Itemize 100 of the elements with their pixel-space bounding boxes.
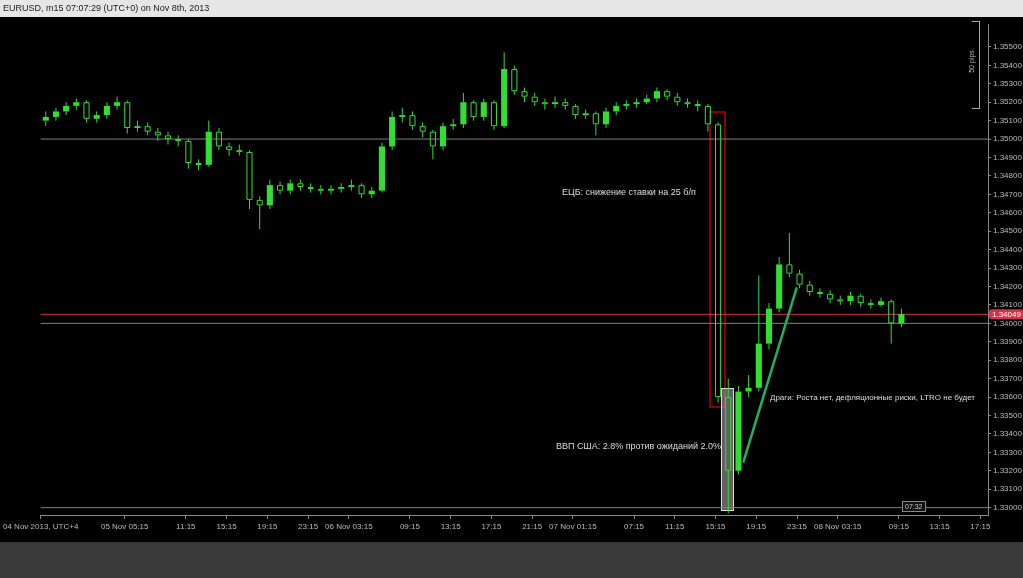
y-tick-label: 1.34700 [993, 189, 1023, 199]
candlestick [664, 88, 671, 101]
x-tick-label: 21:15 [522, 522, 543, 531]
candlestick [490, 99, 498, 131]
candlestick [277, 180, 284, 195]
candlestick [745, 374, 752, 398]
candlestick [806, 280, 813, 297]
candlestick [592, 110, 599, 136]
candlestick [470, 99, 477, 122]
candlestick [73, 98, 80, 111]
candlestick [236, 144, 243, 157]
candlestick [389, 110, 396, 151]
candlestick [725, 378, 732, 514]
candlestick [154, 127, 161, 142]
candlestick [480, 98, 487, 122]
y-tick-label: 1.33000 [993, 502, 1023, 512]
candlestick [460, 92, 467, 129]
candlestick [246, 149, 253, 210]
candlestick [531, 92, 538, 107]
candlestick [755, 274, 762, 393]
y-tick-label: 1.35100 [993, 115, 1023, 125]
candlestick [185, 138, 192, 170]
candlestick [195, 158, 202, 171]
candlestick [358, 182, 365, 199]
y-tick-label: 1.34000 [993, 318, 1023, 328]
x-tick-label: 15:15 [705, 522, 727, 531]
y-tick-label: 1.35400 [993, 60, 1023, 70]
y-tick-label: 1.34100 [993, 300, 1023, 310]
candlestick [114, 96, 121, 111]
x-tick-label: 13:15 [929, 522, 951, 531]
candlestick [266, 179, 273, 210]
y-tick-label: 1.34200 [993, 281, 1023, 291]
candlestick [103, 101, 110, 120]
ref-line-label: 1.34049 [992, 309, 1022, 319]
y-tick-label: 1.34300 [993, 263, 1023, 273]
x-tick-label: 09:15 [399, 522, 421, 531]
candlestick [776, 256, 783, 313]
y-tick-label: 1.33400 [993, 429, 1023, 439]
y-tick-label: 1.33700 [993, 373, 1023, 383]
x-tick-label: 11:15 [176, 522, 197, 531]
candlestick [786, 232, 793, 278]
y-tick-label: 1.34800 [993, 171, 1023, 181]
candlestick [93, 110, 100, 123]
candlestick [348, 179, 355, 192]
candlestick [541, 98, 548, 111]
candlestick [888, 298, 895, 345]
candlestick [338, 182, 345, 193]
candlestick [898, 308, 905, 328]
x-tick-label: 09:15 [888, 522, 910, 531]
candlestick [623, 99, 630, 111]
candlestick [297, 179, 304, 192]
candlestick [439, 121, 447, 151]
y-tick-label: 1.33900 [993, 336, 1023, 346]
y-tick-label: 1.34400 [993, 244, 1023, 254]
x-tick-label: 13:15 [440, 522, 462, 531]
candlestick [684, 98, 691, 109]
x-tick-label: 23:15 [298, 522, 319, 531]
y-tick-label: 1.33500 [993, 410, 1023, 420]
y-tick-label: 1.35300 [993, 78, 1023, 88]
candlestick [674, 92, 681, 107]
y-tick-label: 1.35200 [993, 97, 1023, 107]
y-tick-label: 1.33800 [993, 355, 1023, 365]
y-tick-label: 1.35500 [993, 42, 1023, 52]
annotation: ВВП США: 2.8% против ожиданий 2.0% [556, 441, 722, 452]
x-tick-label: 08 Nov 03:15 [813, 522, 863, 531]
candlestick [552, 96, 559, 109]
chart-title: EURUSD, m15 07:07:29 (UTC+0) on Nov 8th, 2013 [0, 0, 1023, 17]
candlestick [521, 86, 528, 103]
x-tick-label: 17:15 [481, 522, 502, 531]
x-tick-label: 19:15 [746, 522, 767, 531]
candlestick [582, 109, 589, 120]
candlestick [765, 302, 773, 350]
candlestick [256, 195, 263, 230]
candlestick [307, 182, 314, 193]
candlestick [327, 184, 335, 195]
annotation: Драги: Роста нет, дефляционные риски, LTRO не будет [770, 392, 975, 403]
candlestick [704, 103, 711, 133]
candlestick [602, 107, 610, 129]
candlestick [877, 297, 885, 308]
y-tick-label: 1.34500 [993, 226, 1023, 236]
candlestick [735, 385, 742, 475]
y-tick-label: 1.35000 [993, 134, 1023, 144]
annotation: ЕЦБ: снижение ставки на 25 б/п [562, 187, 696, 198]
x-tick-label: 17:15 [970, 522, 991, 531]
candlestick [226, 142, 233, 157]
candlestick [429, 129, 436, 160]
candlestick [52, 107, 60, 122]
candlestick [378, 142, 385, 193]
x-tick-label: 05 Nov 05:15 [100, 522, 150, 531]
y-tick-label: 1.34900 [993, 152, 1023, 162]
candlestick [144, 121, 151, 136]
y-tick-label: 1.33600 [993, 392, 1023, 402]
candlestick [501, 51, 508, 129]
candlestick [715, 121, 722, 404]
y-tick-label: 1.33300 [993, 447, 1023, 457]
x-tick-label: 07 Nov 01:15 [549, 522, 598, 531]
candlestick [317, 184, 324, 195]
x-tick-label: 06 Nov 03:15 [325, 522, 374, 531]
candlestick [694, 99, 701, 112]
candlestick [857, 293, 864, 308]
